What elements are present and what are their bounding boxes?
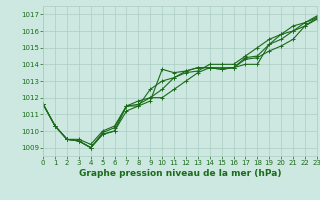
X-axis label: Graphe pression niveau de la mer (hPa): Graphe pression niveau de la mer (hPa) [79,169,281,178]
